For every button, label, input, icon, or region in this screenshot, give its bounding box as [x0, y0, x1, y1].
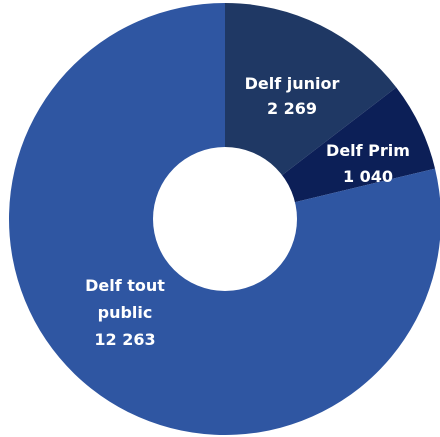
donut-hole	[153, 147, 297, 291]
slice-label-delf-prim: Delf Prim	[326, 141, 410, 160]
slice-label-delf-tout-public-line1: Delf tout	[85, 276, 165, 295]
slice-value-delf-tout-public: 12 263	[94, 330, 155, 349]
slice-label-delf-junior: Delf junior	[245, 74, 340, 93]
slice-label-delf-tout-public-line2: public	[98, 303, 153, 322]
slice-value-delf-prim: 1 040	[343, 167, 393, 186]
slice-value-delf-junior: 2 269	[267, 99, 317, 118]
